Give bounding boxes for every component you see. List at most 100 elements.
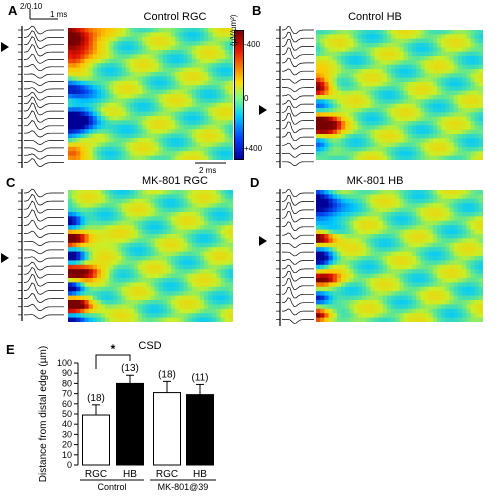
panel-a-traces [1,25,64,168]
trace-line [281,31,314,43]
colorbar-unit: (µV/µm²) [229,14,238,46]
trace-line [24,87,64,94]
e-n-label: (18) [158,369,176,380]
trace-line [281,26,314,35]
colorbar-tick-top: -400 [244,40,261,49]
trace-line [282,242,314,248]
trace-line [281,210,314,223]
e-group-label: MK-801@39 [158,482,209,492]
trace-line [24,158,64,167]
trace-scale-bottom-label: 1 ms [50,10,68,19]
panel-c-heatmap [68,190,233,322]
trace-line [281,94,314,101]
e-category-label: RGC [156,469,178,480]
trace-line [23,209,64,222]
panel-a-scale-label: 2 ms [199,166,217,175]
trace-line [23,53,64,64]
trace-line [281,194,314,206]
trace-line [281,221,314,231]
trace-line [23,241,64,247]
panel-d-heatmap [316,190,483,322]
colorbar-tick-bottom: +400 [244,144,263,153]
trace-line [282,308,314,316]
e-y-tick-label: 10 [62,450,72,460]
e-category-label: HB [193,469,207,480]
panel-b-letter: B [252,3,262,18]
panel-c-traces [1,188,64,321]
trace-line [23,153,64,160]
trace-line [23,130,64,138]
panel-c-title: MK-801 RGC [141,175,209,187]
panel-a-letter: A [8,3,18,18]
arrowhead-icon [1,253,9,263]
trace-line [24,139,64,145]
e-category-label: HB [123,469,137,480]
trace-scale-bar [29,9,58,20]
trace-line [281,38,314,51]
panel-c-letter: C [6,175,16,190]
e-y-tick-label: 50 [62,409,72,419]
panel-a-scale-bar [195,162,226,164]
e-bar [186,394,214,466]
e-bar [153,392,181,466]
e-y-tick-label: 60 [62,399,72,409]
arrowhead-icon [1,42,9,52]
trace-line [24,147,64,153]
trace-line [281,105,314,117]
trace-line [281,57,314,67]
trace-line [23,193,64,206]
panel-d-title: MK-801 HB [346,175,404,187]
trace-line [281,47,314,59]
trace-line [282,78,314,84]
trace-line [281,264,314,274]
trace-line [282,318,314,324]
trace-line [24,188,64,198]
arrowhead-icon [259,105,267,115]
e-significance-bracket [95,354,131,369]
panel-d-letter: D [250,175,260,190]
trace-line [24,63,64,72]
trace-line [282,87,314,92]
panel-b-traces [259,26,314,168]
e-significance-label: * [111,342,116,356]
trace-line [23,273,64,287]
trace-line [24,314,64,320]
trace-line [24,256,64,263]
trace-line [281,232,314,240]
panel-b-title: Control HB [348,11,402,23]
panel-e-letter: E [6,342,15,357]
e-y-tick-label: 80 [62,378,72,388]
e-y-tick-label: 0 [67,460,72,470]
trace-line [23,282,64,295]
e-n-label: (18) [87,393,105,404]
trace-line [282,258,314,265]
trace-line [281,297,314,307]
trace-line [24,25,64,35]
e-y-tick-label: 30 [62,429,72,439]
arrowhead-icon [259,236,267,246]
trace-line [282,251,314,257]
panel-a-title: Control RGC [143,11,207,23]
e-n-label: (13) [121,363,139,374]
trace-scale-top-label: 2/0.10 [20,2,43,11]
trace-line [24,230,64,238]
trace-line [281,142,314,150]
trace-line [23,110,64,123]
trace-line [282,161,314,166]
colorbar [234,30,244,160]
panel-b-heatmap [316,30,483,160]
e-bar [82,414,110,466]
trace-line [281,99,314,109]
panel-d-traces [259,189,314,326]
e-n-label: (11) [191,372,208,383]
trace-line [23,96,64,108]
e-y-tick-label: 20 [62,440,72,450]
trace-line [23,102,64,116]
e-bar [116,382,144,466]
e-y-tick-label: 100 [57,358,72,368]
trace-line [24,91,64,101]
trace-line [24,73,64,79]
e-group-label: Control [97,482,126,492]
trace-line [23,44,64,57]
